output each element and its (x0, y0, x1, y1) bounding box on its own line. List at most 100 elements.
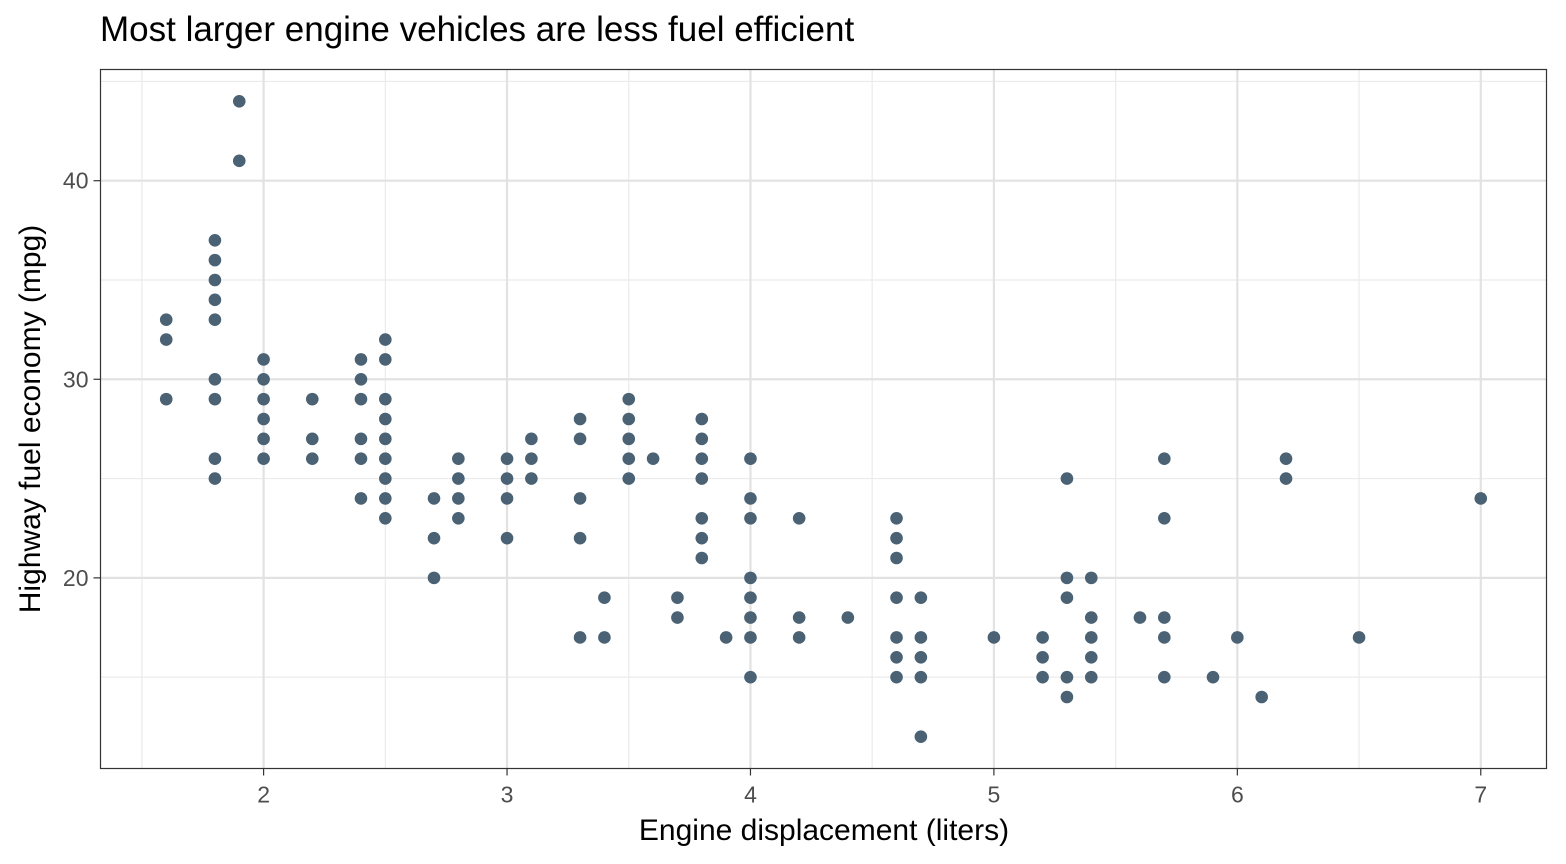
data-point (744, 631, 757, 644)
data-point (379, 333, 392, 346)
data-point (622, 392, 636, 406)
data-point (695, 432, 709, 446)
data-point (1060, 472, 1074, 485)
data-point (452, 492, 465, 505)
data-point (744, 452, 757, 466)
plot-panel-border (99, 68, 1548, 770)
data-point (208, 472, 222, 485)
data-point (159, 333, 173, 346)
data-point (1060, 670, 1074, 684)
data-point (744, 591, 757, 605)
data-point (792, 611, 806, 624)
data-point (1158, 670, 1171, 684)
data-point (671, 611, 684, 624)
data-point (159, 313, 173, 327)
data-point (452, 511, 465, 525)
data-point (500, 531, 514, 545)
data-point (427, 531, 441, 545)
data-point (379, 432, 392, 446)
data-point (208, 392, 222, 406)
data-point (525, 432, 538, 446)
y-tick-label: 30 (63, 366, 89, 392)
data-point (914, 670, 928, 684)
data-point (914, 730, 928, 744)
data-point (232, 94, 246, 108)
data-point (890, 631, 903, 644)
data-point (1060, 690, 1074, 704)
data-point (525, 452, 538, 466)
x-tick-label: 4 (744, 782, 757, 808)
data-point (1255, 690, 1268, 704)
data-point (257, 353, 270, 366)
data-point (695, 511, 709, 525)
data-point (208, 273, 222, 287)
data-point (1060, 591, 1074, 605)
data-point (208, 253, 222, 267)
data-point (744, 511, 757, 525)
data-point (354, 432, 368, 446)
data-point (914, 650, 928, 664)
data-point (208, 233, 222, 247)
data-point (1279, 472, 1293, 485)
data-point (232, 154, 246, 168)
data-point (354, 492, 368, 505)
data-point (792, 631, 806, 644)
data-point (646, 452, 660, 466)
data-point (208, 372, 222, 386)
data-point (379, 511, 392, 525)
data-point (305, 432, 319, 446)
data-point (890, 551, 903, 565)
data-point (573, 492, 587, 505)
data-point (792, 511, 806, 525)
data-point (573, 432, 587, 446)
data-point (744, 571, 757, 585)
x-tick-label: 2 (257, 782, 270, 808)
data-point (573, 531, 587, 545)
data-point (622, 472, 636, 485)
data-point (890, 511, 903, 525)
x-axis-title: Engine displacement (liters) (639, 814, 1009, 847)
data-point (1158, 611, 1171, 624)
data-point (914, 631, 928, 644)
data-point (622, 412, 636, 426)
data-point (379, 412, 392, 426)
data-point (841, 611, 855, 624)
grid (100, 69, 1547, 769)
data-point (208, 313, 222, 327)
data-point (890, 591, 903, 605)
axes: 2 3 4 5 6 7 20 30 40 (63, 168, 1487, 808)
data-point (500, 452, 514, 466)
data-point (379, 492, 392, 505)
data-point (159, 392, 173, 406)
data-point (379, 392, 392, 406)
data-point (1158, 631, 1171, 644)
data-point (598, 591, 611, 605)
data-point (987, 631, 1001, 644)
data-point (208, 293, 222, 307)
data-point (379, 452, 392, 466)
data-point (598, 631, 611, 644)
data-point (1158, 511, 1171, 525)
data-point (744, 670, 757, 684)
data-point (1036, 631, 1049, 644)
data-point (208, 452, 222, 466)
data-point (695, 472, 709, 485)
y-tick-label: 40 (63, 168, 89, 194)
data-point (1206, 670, 1220, 684)
data-point (1084, 571, 1098, 585)
data-point (257, 392, 270, 406)
data-point (1060, 571, 1074, 585)
data-point (354, 372, 368, 386)
data-point (452, 452, 465, 466)
data-point (452, 472, 465, 485)
data-point (379, 472, 392, 485)
data-point (719, 631, 733, 644)
x-tick-label: 6 (1231, 782, 1244, 808)
data-point (525, 472, 538, 485)
data-point (1474, 492, 1488, 505)
chart-title: Most larger engine vehicles are less fue… (100, 10, 855, 49)
data-point (257, 432, 270, 446)
data-point (1084, 631, 1098, 644)
data-point (1158, 452, 1171, 466)
